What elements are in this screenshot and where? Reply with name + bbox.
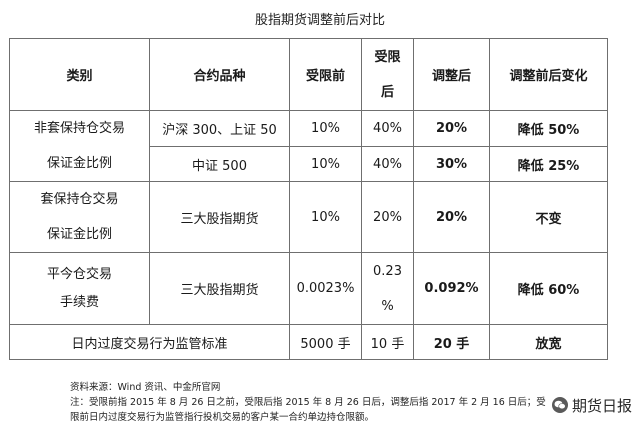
table-row: 平今仓交易 手续费 三大股指期货 0.0023% 0.23 % 0.092% 降… [9, 252, 608, 325]
table-row: 非套保持仓交易 保证金比例 沪深 300、上证 50 10% 40% 20% 降… [9, 110, 608, 182]
row3-category: 平今仓交易 手续费 [9, 252, 150, 325]
row1-category: 非套保持仓交易 保证金比例 [9, 110, 150, 182]
row1a-after: 20% [413, 110, 490, 147]
table-row: 日内过度交易行为监管标准 5000 手 10 手 20 手 放宽 [9, 324, 608, 360]
row1b-before: 10% [289, 146, 362, 182]
row4-restricted: 10 手 [361, 324, 414, 360]
table-header-row: 类别 合约品种 受限前 受限 后 调整后 调整前后变化 [9, 38, 608, 111]
header-restricted: 受限 后 [361, 38, 414, 111]
row2-change: 不变 [489, 181, 608, 253]
row1a-before: 10% [289, 110, 362, 147]
row2-category: 套保持仓交易 保证金比例 [9, 181, 150, 253]
row3-restricted: 0.23 % [361, 252, 414, 325]
row3-change: 降低 60% [489, 252, 608, 325]
row3-before: 0.0023% [289, 252, 362, 325]
footnotes: 资料来源：Wind 资讯、中金所官网 注：受限前指 2015 年 8 月 26 … [70, 380, 630, 425]
row1b-after: 30% [413, 146, 490, 182]
row1b-restricted: 40% [361, 146, 414, 182]
table-row: 中证 500 10% 40% 30% 降低 25% [10, 146, 608, 182]
header-change: 调整前后变化 [489, 38, 608, 111]
row3-after: 0.092% [413, 252, 490, 325]
row1a-restricted: 40% [361, 110, 414, 147]
row2-contract: 三大股指期货 [149, 181, 290, 253]
row1a-change: 降低 50% [489, 110, 608, 147]
comparison-table: 类别 合约品种 受限前 受限 后 调整后 调整前后变化 非套保持仓交易 保证金比… [9, 38, 608, 360]
wechat-icon [551, 397, 568, 413]
row2-before: 10% [289, 181, 362, 253]
row1b-change: 降低 25% [489, 146, 608, 182]
note-line-1: 注：受限前指 2015 年 8 月 26 日之前，受限后指 2015 年 8 月… [70, 397, 546, 408]
row4-before: 5000 手 [289, 324, 362, 360]
watermark: 期货日报 [551, 394, 632, 416]
page-title: 股指期货调整前后对比 [254, 13, 385, 28]
header-after: 调整后 [413, 38, 490, 111]
row4-category: 日内过度交易行为监管标准 [9, 324, 290, 360]
row4-after: 20 手 [413, 324, 490, 360]
header-category: 类别 [9, 38, 150, 111]
row3-contract: 三大股指期货 [149, 252, 290, 325]
header-restricted-line1: 受限 [374, 49, 401, 65]
row2-after: 20% [413, 181, 490, 253]
row1a-contract: 沪深 300、上证 50 [149, 110, 290, 147]
table-row: 套保持仓交易 保证金比例 三大股指期货 10% 20% 20% 不变 [9, 181, 608, 253]
row2-restricted: 20% [361, 181, 414, 253]
header-restricted-line2: 后 [380, 84, 394, 100]
note-line-2: 限前日内过度交易行为监管指行投机交易的客户某一合约单边持仓限额。 [70, 412, 375, 423]
row4-change: 放宽 [489, 324, 608, 360]
watermark-text: 期货日报 [571, 396, 632, 415]
source-note: 资料来源：Wind 资讯、中金所官网 [70, 382, 221, 393]
row1b-contract: 中证 500 [149, 146, 290, 182]
header-before: 受限前 [289, 38, 362, 111]
header-contract: 合约品种 [149, 38, 290, 111]
